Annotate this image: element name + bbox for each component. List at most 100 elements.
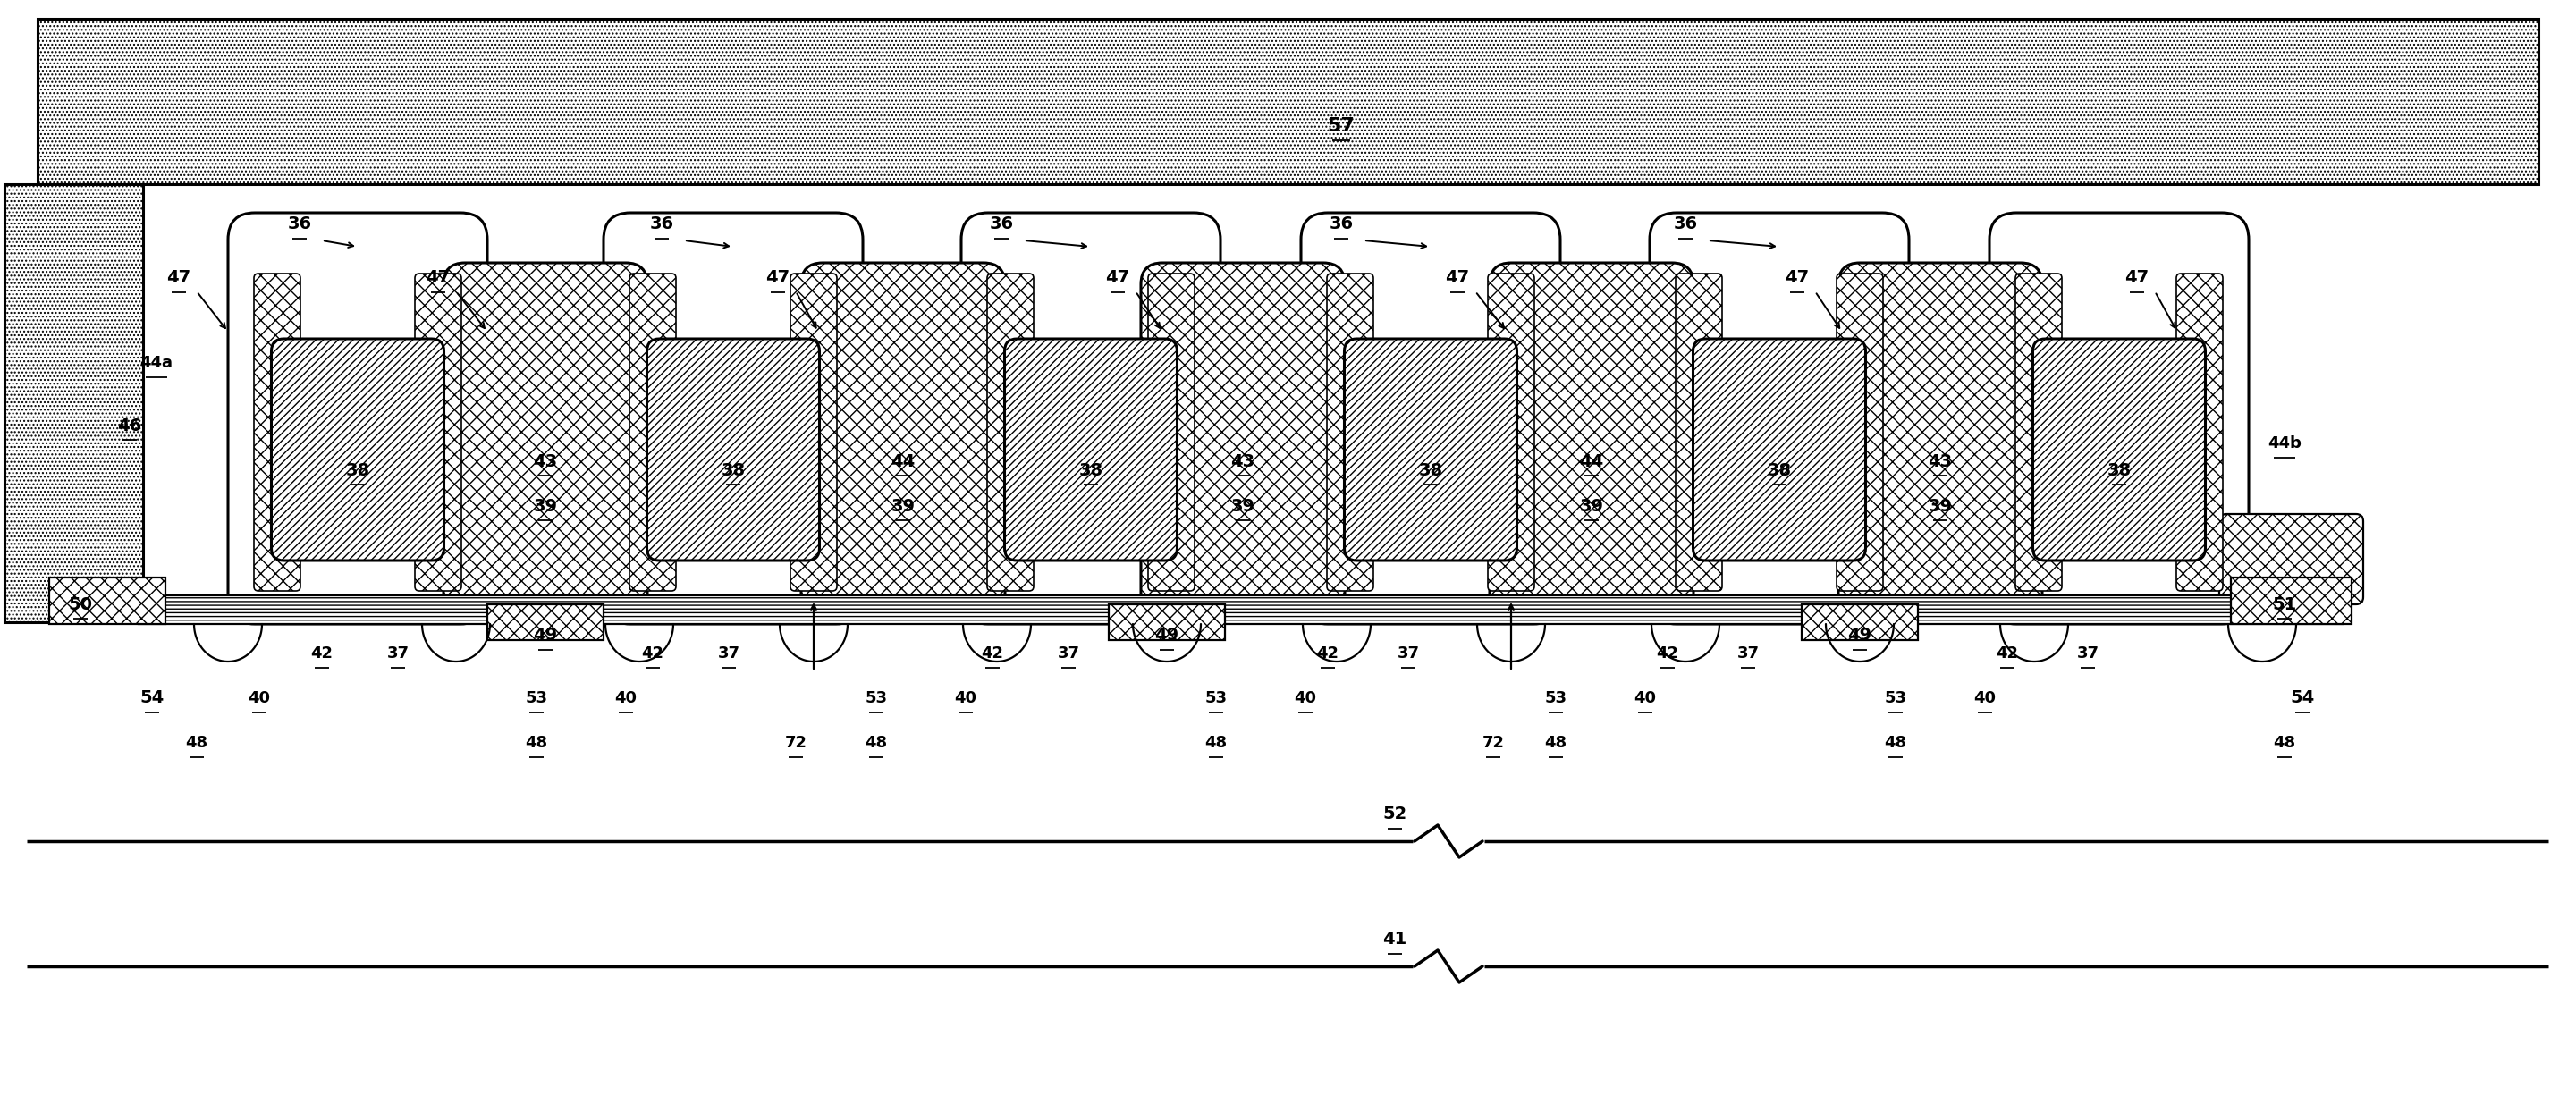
Bar <box>5 184 144 623</box>
Text: 48: 48 <box>1883 734 1906 751</box>
Text: 38: 38 <box>1079 461 1103 479</box>
FancyBboxPatch shape <box>2032 339 2205 560</box>
Text: 42: 42 <box>1656 646 1680 662</box>
Text: 39: 39 <box>533 498 556 514</box>
Text: 49: 49 <box>1847 627 1873 644</box>
FancyBboxPatch shape <box>1005 339 1177 560</box>
FancyBboxPatch shape <box>1489 274 1535 591</box>
Text: 48: 48 <box>866 734 889 751</box>
FancyBboxPatch shape <box>1692 339 1865 560</box>
FancyBboxPatch shape <box>1674 274 1723 591</box>
Bar <box>39 19 2537 184</box>
Text: 43: 43 <box>1231 453 1255 470</box>
FancyBboxPatch shape <box>1839 263 2043 618</box>
Text: 47: 47 <box>425 270 451 286</box>
FancyBboxPatch shape <box>1345 339 1517 560</box>
FancyBboxPatch shape <box>629 274 675 591</box>
Text: 53: 53 <box>1886 690 1906 706</box>
Text: 48: 48 <box>1546 734 1566 751</box>
FancyBboxPatch shape <box>961 213 1221 624</box>
FancyBboxPatch shape <box>1327 274 1373 591</box>
Text: 40: 40 <box>1293 690 1316 706</box>
Text: 47: 47 <box>167 270 191 286</box>
Text: 42: 42 <box>1996 646 2020 662</box>
Text: 40: 40 <box>616 690 636 706</box>
Text: 39: 39 <box>1231 498 1255 514</box>
Bar <box>139 595 2342 624</box>
Text: 36: 36 <box>649 216 675 232</box>
Text: 54: 54 <box>139 689 165 707</box>
Text: 49: 49 <box>533 627 556 644</box>
Text: 38: 38 <box>1419 461 1443 479</box>
FancyBboxPatch shape <box>255 274 301 591</box>
Text: 72: 72 <box>786 734 806 751</box>
Text: 40: 40 <box>1973 690 1996 706</box>
Text: 53: 53 <box>1546 690 1566 706</box>
Text: 36: 36 <box>989 216 1012 232</box>
Text: 39: 39 <box>1929 498 1953 514</box>
Text: 47: 47 <box>1445 270 1468 286</box>
Text: 37: 37 <box>1056 646 1079 662</box>
FancyBboxPatch shape <box>270 339 443 560</box>
Text: 50: 50 <box>70 596 93 613</box>
Text: 44: 44 <box>1579 453 1605 470</box>
Text: 46: 46 <box>118 418 142 434</box>
Text: 39: 39 <box>891 498 914 514</box>
FancyBboxPatch shape <box>987 274 1033 591</box>
Text: 38: 38 <box>345 461 371 479</box>
Text: 36: 36 <box>1674 216 1698 232</box>
Text: 42: 42 <box>1316 646 1340 662</box>
Text: 40: 40 <box>1633 690 1656 706</box>
FancyBboxPatch shape <box>647 339 819 560</box>
Text: 38: 38 <box>1767 461 1790 479</box>
Text: 37: 37 <box>1396 646 1419 662</box>
Text: 47: 47 <box>1105 270 1131 286</box>
Text: 44b: 44b <box>2267 435 2300 452</box>
Text: 53: 53 <box>866 690 886 706</box>
Text: 43: 43 <box>1929 453 1953 470</box>
Text: 57: 57 <box>1327 117 1355 135</box>
Text: 37: 37 <box>2076 646 2099 662</box>
FancyBboxPatch shape <box>2231 578 2352 624</box>
FancyBboxPatch shape <box>801 263 1005 618</box>
Text: 38: 38 <box>721 461 744 479</box>
FancyBboxPatch shape <box>2221 514 2362 604</box>
FancyBboxPatch shape <box>1837 274 1883 591</box>
FancyBboxPatch shape <box>1489 263 1692 618</box>
Text: 37: 37 <box>1736 646 1759 662</box>
Text: 44: 44 <box>891 453 914 470</box>
Text: 54: 54 <box>2290 689 2316 707</box>
Text: 47: 47 <box>2125 270 2148 286</box>
FancyBboxPatch shape <box>1108 604 1226 640</box>
Text: 49: 49 <box>1154 627 1180 644</box>
FancyBboxPatch shape <box>1801 604 1919 640</box>
Text: 42: 42 <box>641 646 665 662</box>
Text: 47: 47 <box>1785 270 1808 286</box>
Text: 40: 40 <box>247 690 270 706</box>
Text: 52: 52 <box>1383 806 1406 823</box>
Text: 36: 36 <box>289 216 312 232</box>
Text: 72: 72 <box>1481 734 1504 751</box>
Text: 40: 40 <box>956 690 976 706</box>
FancyBboxPatch shape <box>1301 213 1561 624</box>
FancyBboxPatch shape <box>603 213 863 624</box>
Text: 48: 48 <box>185 734 209 751</box>
FancyBboxPatch shape <box>1649 213 1909 624</box>
FancyBboxPatch shape <box>1141 263 1345 618</box>
Text: 48: 48 <box>2272 734 2295 751</box>
FancyBboxPatch shape <box>1149 274 1195 591</box>
Text: 39: 39 <box>1579 498 1605 514</box>
FancyBboxPatch shape <box>49 578 165 624</box>
Text: 37: 37 <box>719 646 739 662</box>
FancyBboxPatch shape <box>443 263 647 618</box>
Text: 48: 48 <box>526 734 549 751</box>
FancyBboxPatch shape <box>229 213 487 624</box>
FancyBboxPatch shape <box>2177 274 2223 591</box>
FancyBboxPatch shape <box>791 274 837 591</box>
Text: 41: 41 <box>1383 932 1406 948</box>
FancyBboxPatch shape <box>487 604 603 640</box>
Text: 53: 53 <box>1206 690 1226 706</box>
FancyBboxPatch shape <box>1989 213 2249 624</box>
Text: 44a: 44a <box>139 355 173 370</box>
Text: 36: 36 <box>1329 216 1352 232</box>
